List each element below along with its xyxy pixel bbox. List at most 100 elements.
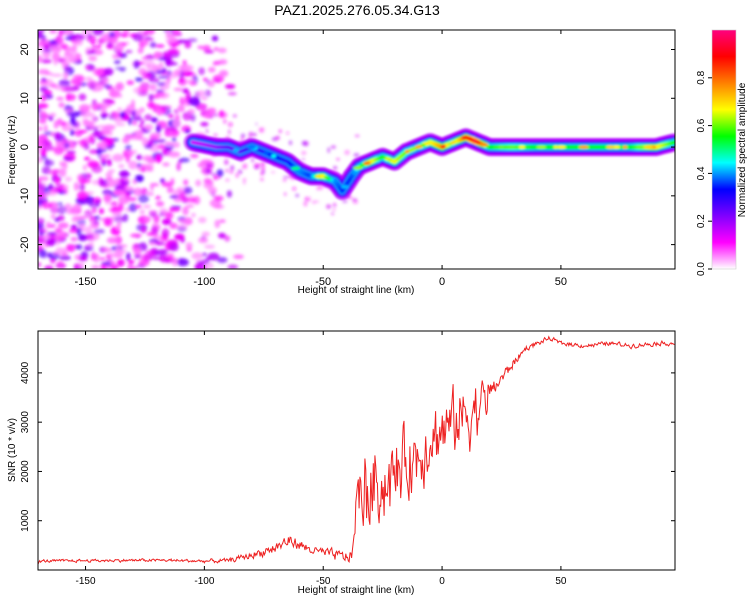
- ridge-peak: [384, 157, 391, 161]
- noise-blob: [78, 198, 91, 205]
- noise-blob: [177, 104, 185, 113]
- noise-blob: [87, 33, 92, 38]
- noise-blob: [55, 176, 60, 185]
- noise-blob: [213, 113, 218, 117]
- noise-blob: [179, 96, 184, 106]
- noise-blob: [165, 38, 176, 44]
- ridge-peak: [291, 166, 300, 171]
- noise-blob: [232, 114, 237, 118]
- noise-blob: [98, 208, 105, 215]
- noise-blob: [282, 178, 287, 182]
- x-tick-label: -150: [75, 276, 97, 288]
- noise-blob: [116, 221, 122, 230]
- noise-blob: [110, 263, 118, 269]
- y-tick-label: 1000: [20, 509, 31, 532]
- noise-blob: [86, 80, 98, 88]
- noise-blob: [353, 153, 360, 157]
- noise-blob: [112, 111, 121, 119]
- noise-blob: [112, 153, 124, 162]
- x-tick-label: -150: [76, 576, 96, 587]
- noise-blob: [75, 53, 82, 62]
- colorbar-tick-label: 0.0: [696, 262, 707, 276]
- noise-blob: [180, 238, 186, 243]
- noise-blob: [185, 91, 191, 99]
- noise-blob: [135, 204, 143, 209]
- noise-blob: [159, 207, 168, 214]
- noise-blob: [99, 154, 111, 158]
- snr-x-label: Height of straight line (km): [298, 585, 415, 596]
- noise-blob: [157, 92, 170, 99]
- noise-blob: [94, 228, 105, 234]
- noise-blob: [149, 42, 157, 48]
- noise-blob: [262, 170, 265, 174]
- noise-blob: [109, 251, 122, 259]
- noise-blob: [171, 137, 177, 142]
- noise-blob: [224, 235, 231, 242]
- noise-blob: [107, 169, 116, 173]
- ridge-peak: [341, 185, 349, 189]
- noise-blob: [184, 129, 191, 134]
- noise-blob: [201, 231, 210, 237]
- noise-blob: [77, 223, 86, 229]
- noise-blob: [164, 141, 174, 146]
- noise-blob: [136, 154, 143, 161]
- noise-blob: [78, 93, 87, 101]
- noise-blob: [145, 54, 156, 60]
- noise-blob: [65, 93, 71, 102]
- noise-blob: [175, 112, 181, 122]
- noise-blob: [213, 204, 223, 209]
- ridge-peak: [498, 145, 505, 149]
- noise-blob: [38, 177, 41, 184]
- noise-blob: [163, 50, 172, 58]
- noise-blob: [138, 194, 149, 204]
- snr-x-ticks: -150 -100 -50 0 50: [76, 331, 567, 587]
- noise-blob: [216, 169, 224, 177]
- noise-blob: [155, 70, 167, 74]
- noise-blob: [115, 247, 121, 251]
- noise-blob: [202, 77, 208, 82]
- noise-blob: [183, 179, 189, 186]
- noise-blob: [135, 77, 143, 82]
- noise-blob: [353, 201, 358, 204]
- noise-blob: [213, 47, 219, 51]
- noise-blob: [38, 184, 46, 191]
- noise-blob: [242, 178, 246, 185]
- ridge-peak: [263, 151, 269, 155]
- noise-blob: [207, 80, 215, 88]
- noise-blob: [118, 164, 125, 169]
- noise-blob: [93, 49, 104, 55]
- noise-blob: [167, 114, 175, 119]
- noise-blob: [97, 124, 108, 129]
- noise-blob: [284, 192, 287, 196]
- chart-title: PAZ1.2025.276.05.34.G13: [274, 2, 440, 18]
- noise-blob: [255, 123, 258, 125]
- noise-blob: [211, 35, 219, 42]
- noise-blob: [96, 147, 103, 155]
- noise-blob: [158, 249, 169, 254]
- noise-blob: [327, 147, 331, 154]
- noise-blob: [283, 176, 289, 179]
- noise-blob: [254, 165, 260, 170]
- noise-blob: [205, 162, 212, 168]
- noise-blob: [38, 200, 43, 207]
- noise-blob: [165, 211, 174, 220]
- noise-blob: [96, 141, 107, 150]
- noise-blob: [307, 196, 311, 202]
- noise-blob: [43, 159, 55, 167]
- noise-blob: [61, 139, 67, 147]
- noise-blob: [188, 195, 194, 199]
- noise-blob: [56, 118, 63, 126]
- noise-blob: [40, 148, 47, 158]
- ridge-peak: [247, 145, 256, 150]
- snr-frame: [37, 330, 676, 571]
- noise-blob: [85, 191, 95, 195]
- noise-blob: [38, 190, 45, 199]
- noise-blob: [270, 171, 276, 174]
- noise-blob: [191, 212, 196, 218]
- noise-blob: [140, 225, 147, 234]
- noise-blob: [63, 71, 69, 80]
- noise-blob: [75, 38, 84, 47]
- noise-blob: [182, 60, 187, 65]
- colorbar-tick-label: 0.4: [696, 166, 707, 180]
- noise-blob: [79, 183, 85, 191]
